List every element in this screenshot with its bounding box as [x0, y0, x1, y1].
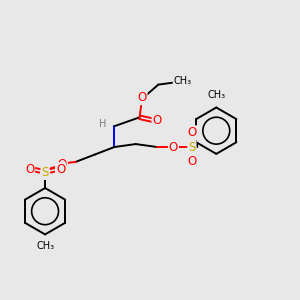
Text: S: S: [41, 166, 49, 179]
Text: O: O: [187, 155, 196, 168]
Text: CH₃: CH₃: [36, 241, 54, 251]
Text: S: S: [188, 140, 196, 154]
Text: CH₃: CH₃: [174, 76, 192, 86]
Text: O: O: [187, 126, 196, 139]
Text: CH₃: CH₃: [207, 90, 225, 100]
Text: O: O: [137, 91, 147, 104]
Text: O: O: [25, 163, 34, 176]
Text: H: H: [99, 119, 107, 129]
Text: O: O: [169, 140, 178, 154]
Text: O: O: [56, 163, 65, 176]
Text: O: O: [152, 114, 162, 128]
Text: O: O: [58, 158, 67, 171]
